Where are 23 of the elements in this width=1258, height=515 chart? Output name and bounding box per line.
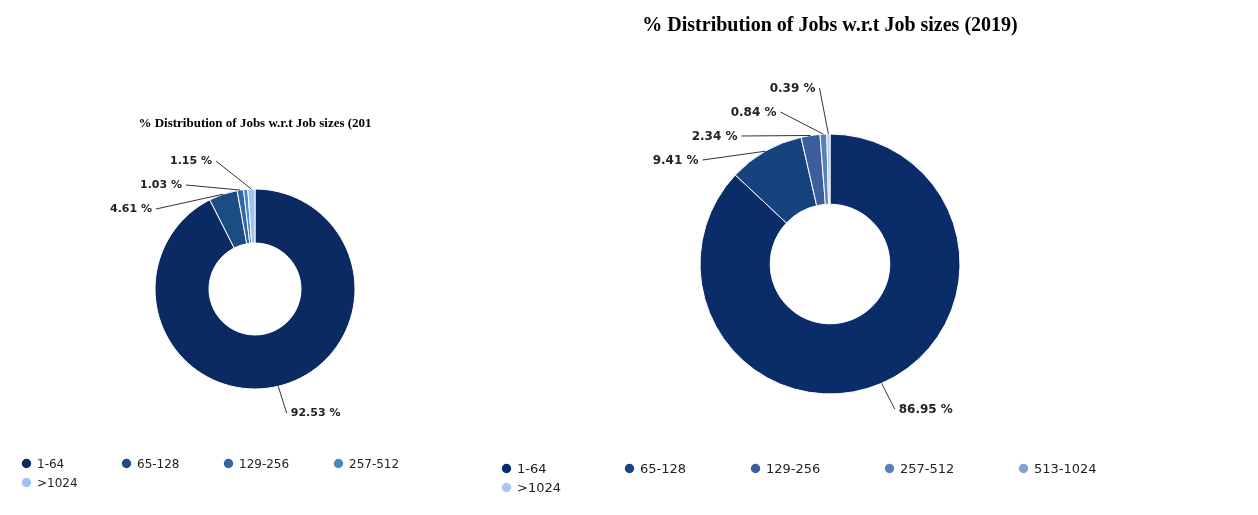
legend-label: 65-128 bbox=[640, 460, 687, 476]
data-label: 0.39 % bbox=[769, 81, 816, 95]
legend-label: 257-512 bbox=[900, 460, 955, 476]
chart-title: % Distribution of Jobs w.r.t Job sizes (201 bbox=[138, 115, 372, 130]
legend-label: 129-256 bbox=[239, 456, 290, 471]
legend-label: 513-1024 bbox=[1034, 460, 1097, 476]
donut-slice bbox=[154, 188, 356, 390]
legend-label: 129-256 bbox=[766, 460, 821, 476]
data-label: 9.41 % bbox=[652, 153, 699, 167]
legend-label: 1-64 bbox=[37, 456, 65, 471]
legend-label: >1024 bbox=[37, 475, 78, 490]
data-label: 2.34 % bbox=[691, 129, 738, 143]
data-label: 92.53 % bbox=[290, 406, 341, 420]
legend-label: 65-128 bbox=[137, 456, 180, 471]
legend-label: >1024 bbox=[517, 479, 561, 495]
legend-label: 1-64 bbox=[517, 460, 547, 476]
data-label: 1.15 % bbox=[170, 154, 212, 167]
data-label: 1.03 % bbox=[140, 178, 182, 191]
data-label: 0.84 % bbox=[730, 105, 777, 119]
chart-title: % Distribution of Jobs w.r.t Job sizes (2019) bbox=[642, 13, 1018, 36]
data-label: 4.61 % bbox=[110, 202, 152, 215]
data-label: 86.95 % bbox=[898, 402, 953, 417]
legend-label: 257-512 bbox=[349, 456, 400, 471]
